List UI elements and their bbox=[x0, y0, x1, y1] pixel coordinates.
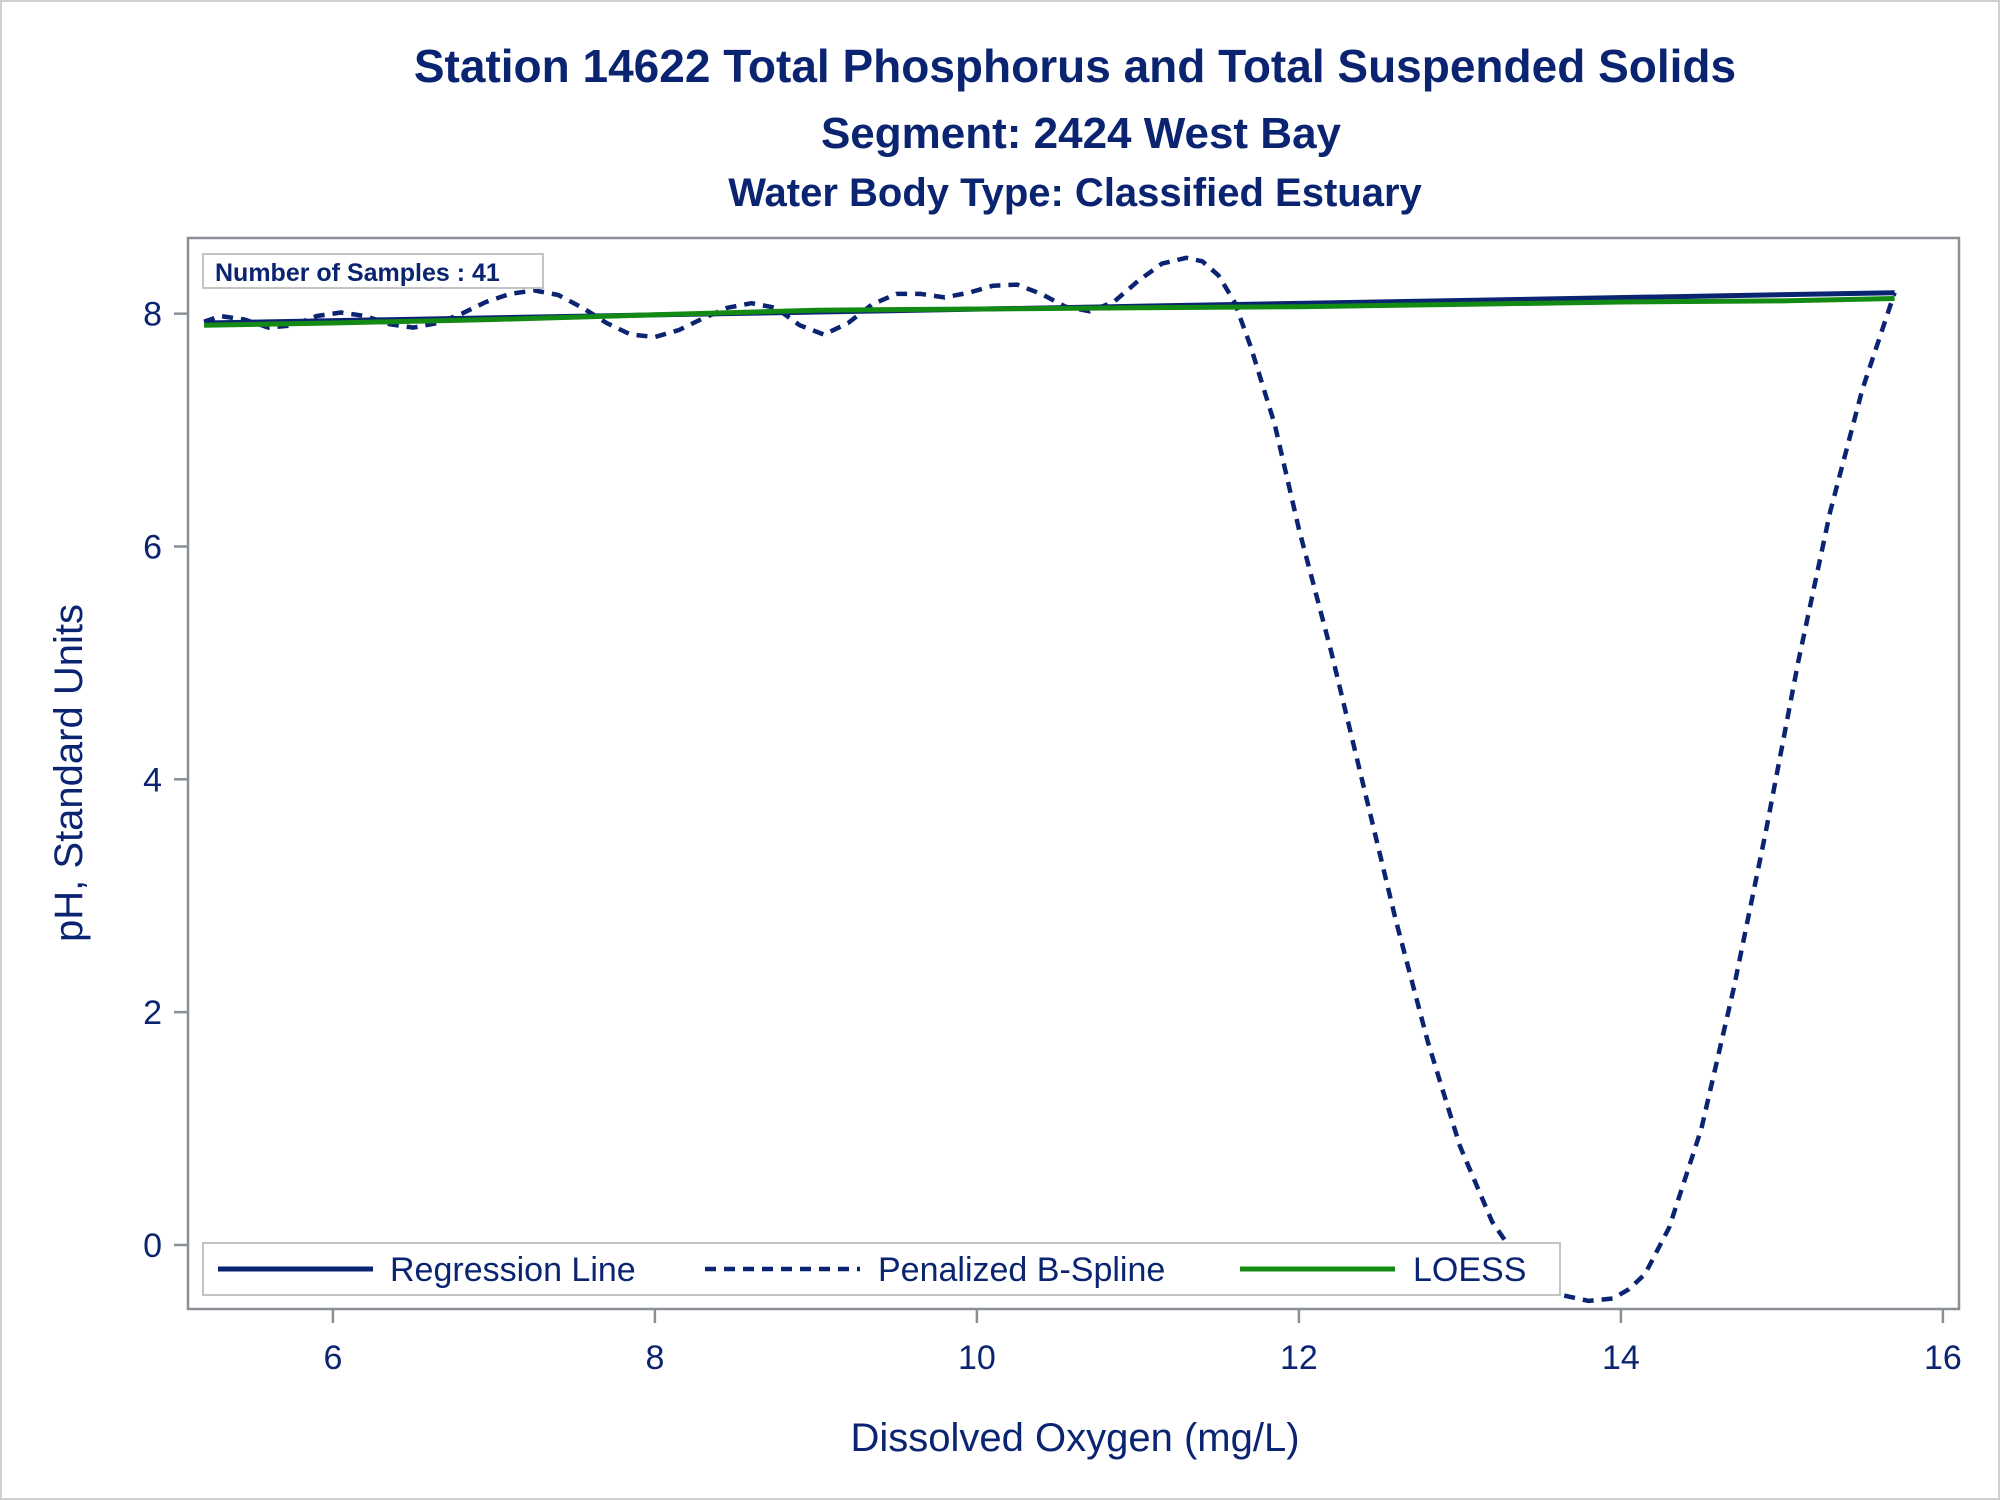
y-tick-label: 4 bbox=[143, 761, 162, 799]
y-tick-label: 6 bbox=[143, 528, 162, 566]
x-tick-label: 10 bbox=[958, 1339, 996, 1377]
y-tick-label: 8 bbox=[143, 296, 162, 334]
legend-label: Penalized B-Spline bbox=[878, 1251, 1165, 1289]
legend-item-penalized-b-spline: Penalized B-Spline bbox=[705, 1251, 1165, 1289]
x-tick-label: 6 bbox=[323, 1339, 342, 1377]
axes-layer: 6 8 10 12 14 16 0 2 4 6 8 bbox=[143, 296, 1962, 1377]
y-tick-label: 2 bbox=[143, 994, 162, 1032]
x-tick-label: 8 bbox=[645, 1339, 664, 1377]
series-layer bbox=[203, 255, 1897, 1304]
x-tick-label: 12 bbox=[1280, 1339, 1318, 1377]
legend-item-regression-line: Regression Line bbox=[218, 1251, 636, 1289]
chart-subtitle: Segment: 2424 West Bay bbox=[821, 109, 1342, 158]
sample-count-box bbox=[202, 253, 544, 289]
y-axis-label: pH, Standard Units bbox=[47, 604, 91, 942]
sample-count-label: Number of Samples : 41 bbox=[215, 259, 500, 287]
x-tick-label: 16 bbox=[1924, 1339, 1962, 1377]
x-tick-label: 14 bbox=[1602, 1339, 1640, 1377]
plot-area-border bbox=[186, 236, 1961, 1311]
chart-title: Station 14622 Total Phosphorus and Total… bbox=[414, 40, 1736, 92]
y-tick-label: 0 bbox=[143, 1227, 162, 1265]
series-line-loess bbox=[204, 296, 1895, 328]
legend: Regression Line Penalized B-Spline LOESS bbox=[202, 1242, 1561, 1296]
legend-label: Regression Line bbox=[390, 1251, 636, 1289]
series-line-penalized-b-spline bbox=[203, 255, 1897, 1304]
chart-subtitle-2: Water Body Type: Classified Estuary bbox=[728, 171, 1422, 215]
x-axis-label: Dissolved Oxygen (mg/L) bbox=[850, 1416, 1299, 1460]
legend-label: LOESS bbox=[1413, 1251, 1526, 1289]
legend-item-loess: LOESS bbox=[1240, 1251, 1526, 1289]
